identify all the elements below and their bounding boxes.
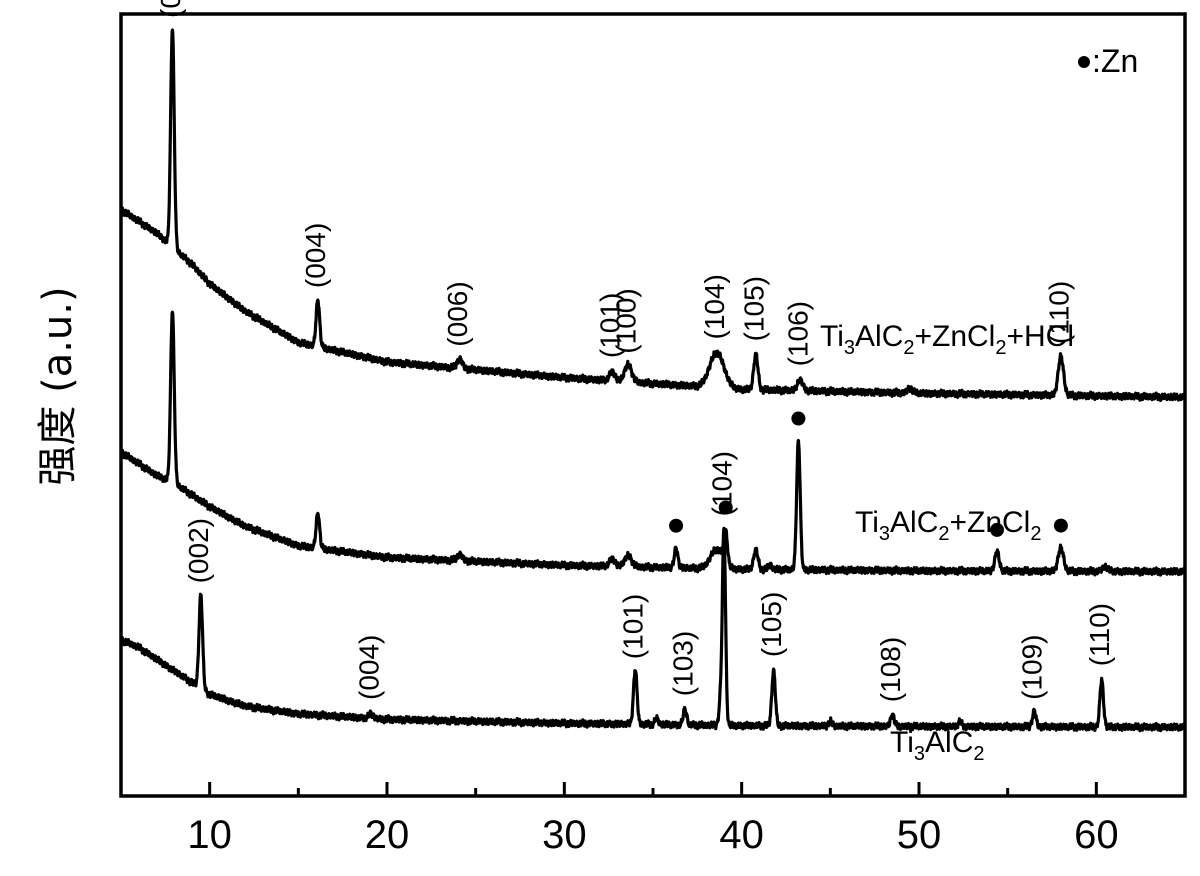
zn-markers	[669, 411, 1068, 537]
legend-zn-marker	[1078, 56, 1090, 68]
peak-label: (104)	[699, 274, 730, 339]
x-tick-label: 10	[187, 813, 232, 857]
peak-label: (101)	[595, 293, 626, 358]
peak-label: (100)	[611, 288, 642, 353]
x-tick-label: 40	[719, 813, 764, 857]
peak-label: (106)	[783, 301, 814, 366]
zn-marker	[990, 522, 1004, 537]
legend: :Zn	[1078, 43, 1138, 79]
y-axis-label-group: 强度 (a.u.)	[35, 286, 81, 485]
zn-marker	[718, 500, 733, 515]
peak-label: (108)	[875, 637, 906, 702]
peak-label: (109)	[1017, 635, 1048, 700]
zn-marker	[1053, 518, 1068, 533]
peak-label: (002)	[183, 518, 214, 583]
series-line-1	[119, 310, 1187, 577]
series-label-1: Ti3AlC2+ZnCl2	[855, 506, 1041, 545]
series-line-0	[119, 28, 1187, 402]
y-axis-label: 强度 (a.u.)	[35, 286, 81, 485]
zn-marker	[791, 411, 806, 426]
peak-label: (006)	[442, 281, 473, 346]
peak-label: (110)	[1084, 603, 1115, 666]
peak-label: (004)	[353, 635, 384, 700]
zn-marker	[669, 518, 684, 533]
series-label-0: Ti3AlC2+ZnCl2+HCl	[820, 320, 1074, 359]
series-line-2	[119, 526, 1187, 733]
series-labels: Ti3AlC2+ZnCl2+HCl Ti3AlC2+ZnCl2 Ti3AlC2	[820, 320, 1074, 765]
series-label-2: Ti3AlC2	[890, 726, 984, 765]
x-tick-label: 30	[542, 813, 587, 857]
peak-label: (103)	[667, 631, 698, 696]
legend-zn-text: :Zn	[1092, 43, 1138, 79]
traces	[119, 28, 1187, 733]
x-axis-ticks: 10 20 30 40 50 60	[187, 782, 1119, 857]
x-tick-label: 60	[1074, 813, 1119, 857]
x-tick-label: 20	[365, 813, 410, 857]
peak-label: (004)	[300, 223, 331, 288]
peak-label: (105)	[756, 592, 787, 657]
peak-label: (105)	[738, 276, 769, 341]
peak-label: (101)	[618, 594, 649, 659]
peak-label: (110)	[1043, 281, 1074, 344]
x-tick-label: 50	[897, 813, 942, 857]
peak-labels: (002)(004)(006)(101)(100)(104)(105)(106)…	[155, 0, 1115, 702]
